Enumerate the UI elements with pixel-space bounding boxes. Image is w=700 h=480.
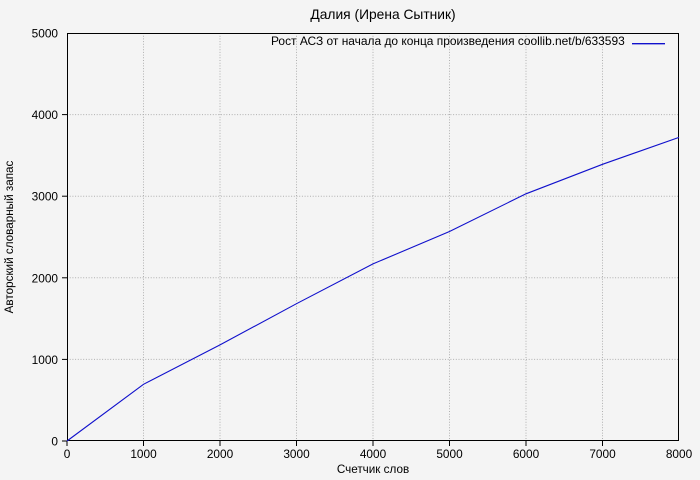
svg-text:0: 0 [64, 447, 71, 461]
svg-text:Далия (Ирена Сытник): Далия (Ирена Сытник) [310, 7, 455, 22]
svg-text:3000: 3000 [32, 190, 59, 204]
svg-text:3000: 3000 [283, 447, 310, 461]
svg-text:4000: 4000 [360, 447, 387, 461]
svg-text:Счетчик слов: Счетчик слов [337, 463, 409, 476]
svg-text:7000: 7000 [589, 447, 616, 461]
svg-text:5000: 5000 [436, 447, 463, 461]
svg-text:6000: 6000 [513, 447, 540, 461]
svg-text:8000: 8000 [666, 447, 693, 461]
svg-text:1000: 1000 [32, 353, 59, 367]
svg-text:0: 0 [51, 435, 58, 449]
svg-text:4000: 4000 [32, 108, 59, 122]
svg-text:2000: 2000 [207, 447, 234, 461]
svg-text:Рост АСЗ от начала до конца пр: Рост АСЗ от начала до конца произведения… [271, 34, 625, 48]
svg-text:1000: 1000 [130, 447, 157, 461]
svg-text:Авторский словарный запас: Авторский словарный запас [3, 160, 16, 313]
svg-text:5000: 5000 [32, 27, 59, 41]
svg-text:2000: 2000 [32, 271, 59, 285]
